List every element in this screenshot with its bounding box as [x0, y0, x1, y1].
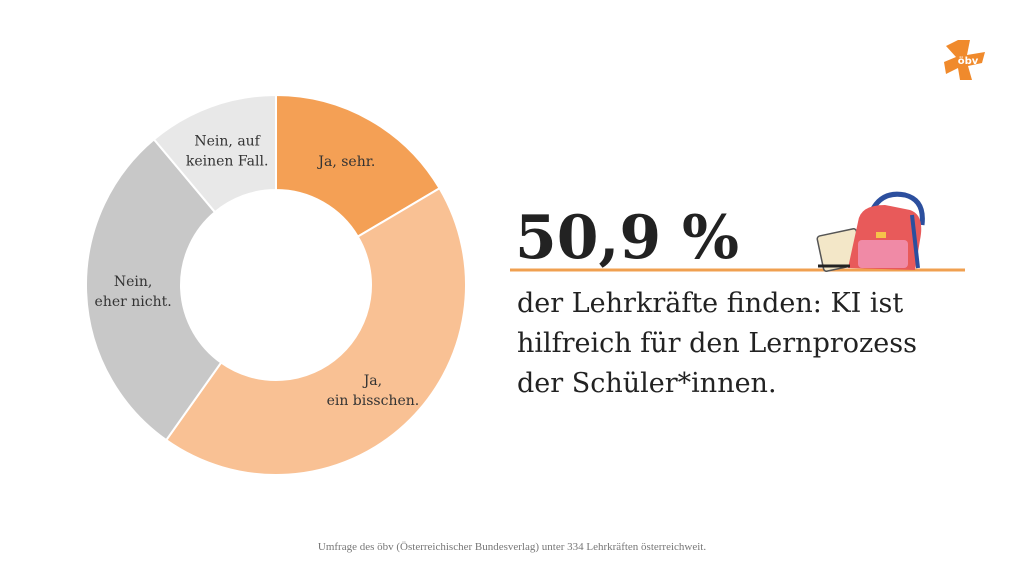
backpack-illustration	[816, 191, 925, 272]
headline: 50,9 %	[515, 203, 739, 273]
logo-shape	[944, 40, 985, 80]
donut-segment	[85, 137, 223, 442]
donut-segment	[152, 93, 277, 214]
body-line: der Lehrkräfte finden: KI ist	[517, 288, 903, 319]
segment-label: Ja, sehr.	[316, 154, 375, 170]
footnote: Umfrage des öbv (Österreichischer Bundes…	[318, 541, 706, 553]
donut-segment	[275, 93, 441, 239]
logo: öbv	[944, 40, 985, 80]
segment-label: Ja, ein bisschen.	[327, 373, 420, 409]
segment-label: Nein, auf keinen Fall.	[186, 134, 269, 170]
segment-label: Nein, eher nicht.	[95, 274, 172, 310]
logo-text: öbv	[958, 56, 979, 67]
body-line: hilfreich für den Lernprozess	[517, 328, 917, 359]
body-line: der Schüler*innen.	[517, 368, 777, 399]
donut-segment	[164, 186, 467, 476]
